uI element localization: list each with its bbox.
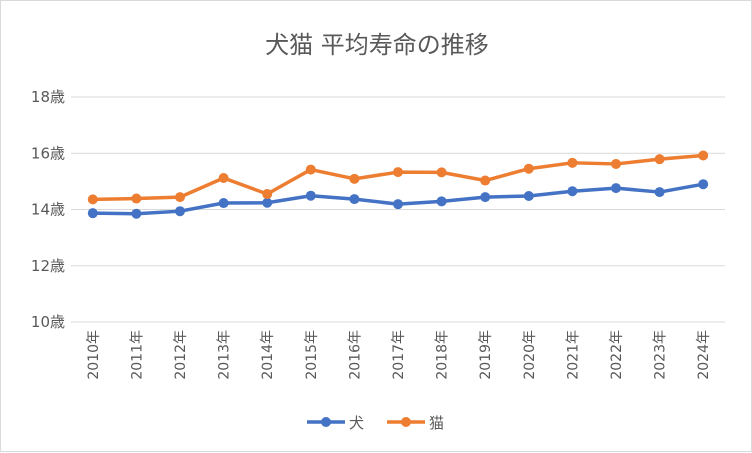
x-tick-label: 2011年 — [129, 330, 145, 380]
data-point — [480, 192, 491, 203]
data-point — [175, 192, 185, 203]
legend-item: 犬 — [307, 414, 364, 432]
data-point — [305, 164, 316, 175]
data-point — [87, 208, 98, 219]
y-tick-label: 10歳 — [31, 313, 65, 331]
data-point — [654, 154, 665, 165]
x-tick-label: 2013年 — [217, 330, 233, 380]
gridlines — [71, 96, 725, 323]
data-point — [218, 198, 229, 209]
x-tick-label: 2015年 — [304, 330, 320, 380]
data-point — [611, 158, 621, 169]
series-2 — [87, 150, 709, 205]
x-tick-label: 2016年 — [347, 330, 363, 380]
x-tick-label: 2018年 — [435, 330, 451, 380]
x-tick-label: 2019年 — [478, 330, 494, 380]
data-point — [262, 197, 273, 208]
data-point — [349, 173, 360, 184]
legend-label: 猫 — [429, 414, 444, 432]
x-tick-label: 2017年 — [391, 330, 407, 380]
x-tick-label: 2024年 — [696, 330, 712, 380]
data-point — [523, 191, 534, 201]
series-lines — [87, 150, 709, 219]
legend-marker — [321, 417, 331, 427]
y-tick-label: 16歳 — [31, 144, 65, 162]
data-point — [349, 194, 360, 205]
data-point — [567, 157, 578, 168]
data-point — [567, 186, 578, 197]
legend-item: 猫 — [387, 414, 444, 432]
data-point — [218, 173, 229, 183]
data-point — [654, 187, 665, 198]
data-point — [262, 189, 273, 200]
data-point — [698, 150, 709, 161]
data-point — [436, 167, 447, 178]
data-point — [305, 190, 316, 201]
data-point — [436, 196, 447, 207]
x-tick-label: 2022年 — [609, 330, 625, 380]
data-point — [698, 179, 709, 190]
data-point — [523, 163, 534, 174]
legend-marker — [401, 417, 411, 427]
y-axis-ticks: 10歳 12歳 14歳 16歳 18歳 — [31, 88, 65, 331]
data-point — [131, 208, 142, 219]
y-tick-label: 14歳 — [31, 201, 65, 219]
y-tick-label: 12歳 — [31, 257, 65, 275]
data-point — [480, 175, 491, 186]
legend-label: 犬 — [349, 414, 364, 432]
x-axis-ticks: 2010年 2011年 2012年 2013年 2014年 2015年 2016年 2017年… — [86, 330, 712, 380]
y-tick-label: 18歳 — [31, 88, 65, 106]
data-point — [393, 167, 403, 178]
x-tick-label: 2023年 — [653, 330, 669, 380]
legend: 犬猫 — [307, 414, 444, 432]
series-1 — [87, 179, 709, 219]
data-point — [131, 193, 142, 204]
x-tick-label: 2010年 — [86, 330, 102, 380]
x-tick-label: 2012年 — [173, 330, 189, 380]
chart-title: 犬猫 平均寿命の推移 — [265, 31, 489, 59]
data-point — [611, 183, 621, 194]
data-point — [175, 206, 185, 217]
x-tick-label: 2020年 — [522, 330, 538, 380]
data-point — [87, 194, 98, 205]
x-tick-label: 2021年 — [565, 330, 581, 380]
data-point — [393, 199, 403, 210]
x-tick-label: 2014年 — [260, 330, 276, 380]
